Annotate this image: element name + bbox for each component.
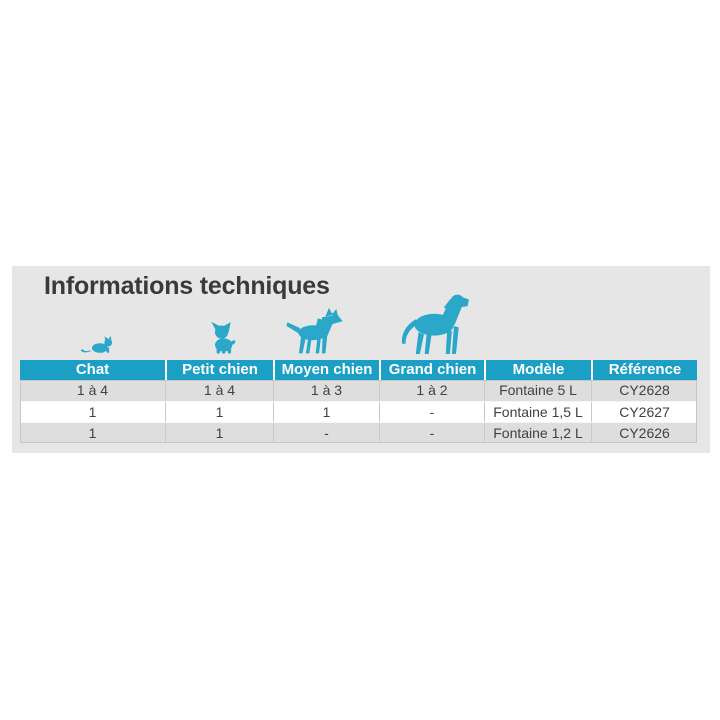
column-header-grand-chien: Grand chien [379, 360, 484, 380]
table-cell-model: Fontaine 1,2 L [484, 423, 591, 443]
table-cell: 1 à 4 [20, 380, 165, 401]
table-cell: - [273, 423, 379, 443]
table-cell: - [379, 402, 484, 422]
table-cell: 1 [165, 423, 273, 443]
column-header-modele: Modèle [484, 360, 591, 380]
column-header-chat: Chat [20, 360, 165, 380]
table-cell: 1 à 4 [165, 380, 273, 401]
table-cell: 1 à 2 [379, 380, 484, 401]
table-cell-reference: CY2627 [591, 402, 697, 422]
technical-info-panel: Informations techniques [12, 266, 710, 453]
table-row-fontaine-1-5l: 1 1 1 - Fontaine 1,5 L CY2627 [20, 401, 697, 422]
large-dog-icon [396, 293, 471, 355]
column-header-petit-chien: Petit chien [165, 360, 273, 380]
table-cell: 1 [20, 423, 165, 443]
table-cell: 1 [165, 402, 273, 422]
table-cell-model: Fontaine 1,5 L [484, 402, 591, 422]
table-cell-reference: CY2626 [591, 423, 697, 443]
table-cell-reference: CY2628 [591, 380, 697, 401]
table-row-fontaine-5l: 1 à 4 1 à 4 1 à 3 1 à 2 Fontaine 5 L CY2… [20, 380, 697, 401]
section-title: Informations techniques [44, 272, 330, 300]
table-cell: 1 [20, 402, 165, 422]
table-cell: - [379, 423, 484, 443]
table-row-fontaine-1-2l: 1 1 - - Fontaine 1,2 L CY2626 [20, 422, 697, 443]
small-dog-icon [205, 321, 239, 354]
specs-table: Chat Petit chien Moyen chien Grand chien… [20, 360, 697, 443]
table-cell: 1 [273, 402, 379, 422]
medium-dog-icon [285, 308, 344, 354]
table-cell-model: Fontaine 5 L [484, 380, 591, 401]
specs-table-header: Chat Petit chien Moyen chien Grand chien… [20, 360, 697, 380]
table-cell: 1 à 3 [273, 380, 379, 401]
column-header-reference: Référence [591, 360, 697, 380]
specs-table-body: 1 à 4 1 à 4 1 à 3 1 à 2 Fontaine 5 L CY2… [20, 380, 697, 443]
column-header-moyen-chien: Moyen chien [273, 360, 379, 380]
cat-icon [80, 336, 116, 354]
